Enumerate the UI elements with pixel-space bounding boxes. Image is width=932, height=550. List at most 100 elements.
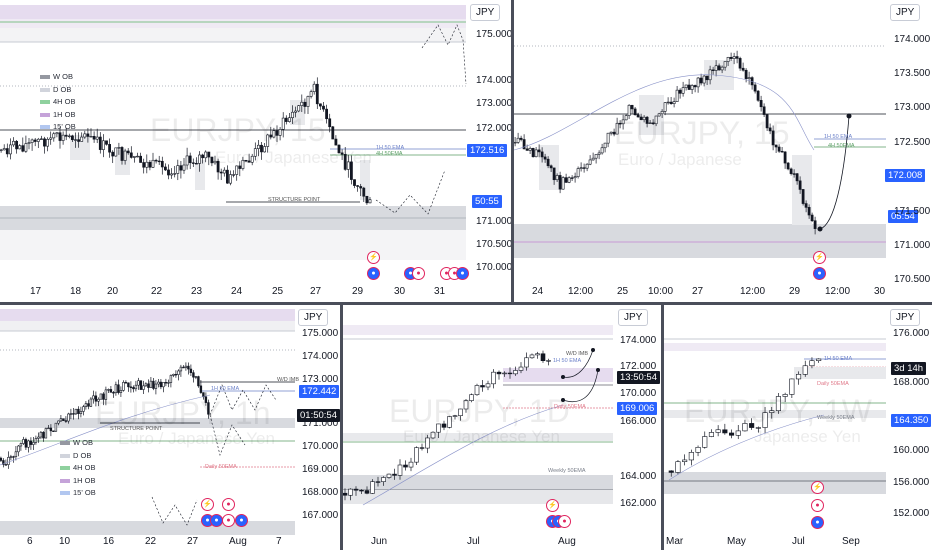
watermark-name: Japanese Yen <box>754 427 861 446</box>
chart-panel-1d[interactable]: EURJPY, 1D Euro / Japanese Yen JPY W/D I… <box>343 305 661 550</box>
candle <box>714 65 718 71</box>
lightning-icon[interactable]: ⚡ <box>546 499 559 512</box>
candle <box>2 460 5 465</box>
ob-zone-1h <box>0 5 466 19</box>
legend-entry: 1H OB <box>60 475 96 488</box>
candle <box>92 135 96 140</box>
currency-label[interactable]: JPY <box>470 4 501 21</box>
candle <box>567 177 571 183</box>
x-axis-tick-label: Aug <box>229 536 247 547</box>
ob-legend: W OB D OB 4H OB 1H OB 15' OB <box>60 437 96 500</box>
chart-panel-15m-zoom[interactable]: EURJPY, 15 Euro / Japanese JPY 1H 50 EMA… <box>514 0 932 302</box>
candle <box>452 415 458 417</box>
candle <box>618 122 622 125</box>
candle <box>226 169 229 184</box>
x-axis-tick-label: 24 <box>231 286 243 297</box>
event-icon[interactable]: ● <box>813 267 826 280</box>
event-icon[interactable]: ● <box>367 267 380 280</box>
candle <box>722 429 728 434</box>
candle <box>325 108 329 120</box>
price-chart[interactable] <box>514 0 932 302</box>
candle <box>540 353 546 362</box>
lightning-icon[interactable]: ⚡ <box>201 498 214 511</box>
x-axis-tick-label: 27 <box>187 536 199 547</box>
last-price-tag: 164.350 <box>891 414 932 427</box>
lightning-icon[interactable]: ⚡ <box>811 481 824 494</box>
legend-swatch <box>40 100 50 105</box>
event-icon[interactable]: ● <box>412 267 425 280</box>
last-price-tag: 172.008 <box>885 169 926 182</box>
x-axis-tick-label: 24 <box>532 286 544 297</box>
currency-label[interactable]: JPY <box>890 4 921 21</box>
candle <box>164 166 167 171</box>
candle <box>144 383 148 387</box>
y-axis-tick-label: 175.000 <box>302 328 339 339</box>
candle <box>201 154 205 159</box>
projection-path <box>421 24 467 85</box>
y-axis-tick-label: 166.000 <box>620 416 657 427</box>
candle <box>496 371 502 375</box>
candle <box>9 456 13 458</box>
candle <box>469 394 474 401</box>
legend-entry: 1H OB <box>40 109 76 122</box>
lightning-icon[interactable]: ⚡ <box>813 251 826 264</box>
bar-countdown-tag: 3d 14h <box>891 362 927 375</box>
event-icon[interactable]: ● <box>811 516 824 529</box>
candle <box>682 459 688 462</box>
x-axis-tick-label: 27 <box>310 286 322 297</box>
lightning-icon[interactable]: ⚡ <box>367 251 380 264</box>
price-chart[interactable] <box>664 305 932 550</box>
event-icon[interactable]: ● <box>222 498 235 511</box>
x-axis-tick-label: 12:00 <box>740 286 766 297</box>
event-icon[interactable]: ● <box>222 514 235 527</box>
candle <box>540 151 544 158</box>
candle <box>59 418 63 422</box>
candle <box>312 83 316 92</box>
currency-label[interactable]: JPY <box>890 309 921 326</box>
candle <box>600 147 604 154</box>
candle <box>349 161 353 180</box>
candle <box>663 102 667 112</box>
candle <box>675 89 679 102</box>
candle <box>222 169 226 174</box>
candle <box>362 187 366 197</box>
candle <box>160 160 164 168</box>
x-axis-tick-label: 31 <box>434 286 446 297</box>
candle <box>303 101 307 107</box>
currency-label[interactable]: JPY <box>298 309 329 326</box>
price-chart[interactable] <box>0 0 511 302</box>
event-icon[interactable]: ● <box>811 499 824 512</box>
price-chart[interactable] <box>0 305 340 550</box>
candle <box>84 403 88 408</box>
y-axis-tick-label: 176.000 <box>893 328 930 339</box>
candle <box>343 492 348 496</box>
event-icon[interactable]: ● <box>558 515 571 528</box>
candle <box>356 185 360 187</box>
candle <box>147 383 150 388</box>
candle <box>19 443 23 447</box>
candle <box>368 199 372 204</box>
candle <box>359 489 364 492</box>
candle <box>561 177 565 190</box>
candle <box>124 382 128 384</box>
chart-panel-1w[interactable]: EURJPY, 1W Japanese Yen JPY 1H 50 EMA Da… <box>664 305 932 550</box>
candle <box>762 412 768 428</box>
candle <box>189 368 193 373</box>
candle <box>213 160 217 164</box>
y-axis-tick-label: 174.000 <box>302 351 339 362</box>
candle <box>133 156 136 158</box>
chart-panel-1h[interactable]: EURJPY, 1h Euro / Japanese Yen JPY W OB D… <box>0 305 340 550</box>
daily-ema-label: Daily 50EMA <box>554 404 586 410</box>
chart-panel-15m[interactable]: EURJPY, 15 Euro / Japanese Yen JPY W OB D… <box>0 0 511 302</box>
candle <box>343 154 347 170</box>
legend-swatch <box>40 75 50 80</box>
price-chart[interactable] <box>343 305 661 550</box>
currency-label[interactable]: JPY <box>618 309 649 326</box>
candle <box>765 114 769 129</box>
event-icon[interactable]: ● <box>235 514 248 527</box>
y-axis-tick-label: 160.000 <box>893 445 930 456</box>
legend-entry: 4H OB <box>40 96 76 109</box>
event-icon[interactable]: ● <box>456 267 469 280</box>
candle <box>80 136 84 142</box>
candle <box>7 457 10 465</box>
